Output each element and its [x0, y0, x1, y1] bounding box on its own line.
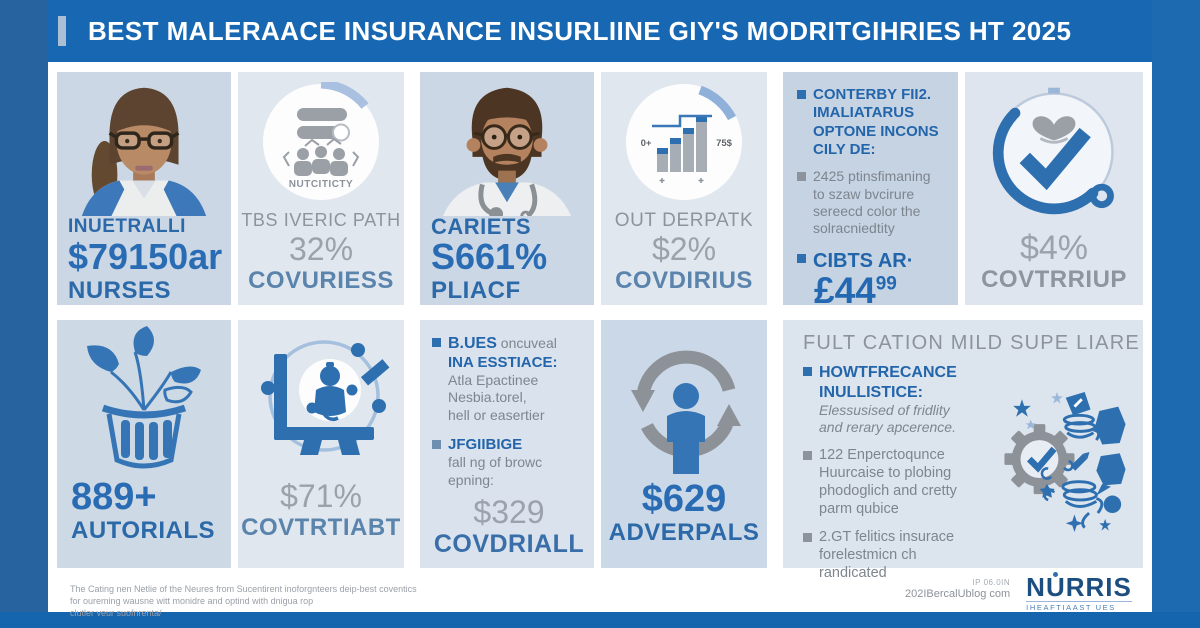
footer-fineprint: IP 06.0IN — [972, 578, 1011, 587]
card-sublabel: COVTRRIUP — [981, 266, 1127, 293]
card-label: TBS IVERIC PATH — [241, 210, 401, 230]
right-border — [1152, 0, 1200, 628]
bullet-strong: JFGIIBIGE — [448, 435, 523, 453]
bullet-title: CONTERBY FII2. IMALIATARUS OPTONE INCONS… — [813, 86, 939, 158]
nurse-illustration — [81, 87, 207, 216]
bullet-text: 122 Enperctoqunce Huurcaise to plobing p… — [819, 446, 957, 517]
card-label: OUT DERPATK — [614, 210, 754, 231]
logo-subtext: IHEAFTIAAST UES — [1026, 601, 1132, 612]
footer-credits: IP 06.0IN 202IBercalUblog com NURRIS IHE… — [905, 572, 1132, 612]
card-blues: B.UES oncuveal INA ESSTIACE: Atla Epacti… — [420, 320, 594, 568]
gear-check-cluster-icon — [1004, 391, 1126, 533]
title-bar: BEST MALERAACE INSURANCE INSURLIINE GIY'… — [48, 0, 1152, 62]
bullet-item: HOWTFRECANCE INULLISTICE: Elessusised of… — [803, 363, 999, 437]
price-cents: 99 — [875, 273, 897, 295]
bullet-marker-icon — [797, 90, 806, 99]
bullet-item: B.UES oncuveal INA ESSTIACE: Atla Epacti… — [432, 334, 557, 424]
bullet-marker-icon — [803, 532, 812, 542]
bullet-marker-icon — [803, 450, 812, 460]
bullet-normal: oncuveal — [496, 335, 557, 351]
title-accent-bar — [58, 16, 66, 46]
brand-logo: NURRIS IHEAFTIAAST UES — [1026, 572, 1132, 612]
card-value: $4% — [1019, 229, 1089, 267]
bullet-item: CIBTS AR· — [797, 250, 913, 272]
card-value: $2% — [651, 231, 717, 267]
bullet-marker-icon — [797, 172, 806, 182]
bullet-item: CONTERBY FII2. IMALIATARUS OPTONE INCONS… — [797, 86, 939, 159]
footer-disclaimer: The Cating nen Netlie of the Neures from… — [70, 584, 417, 619]
card-out-derpatk: 0+ 75$ OUT DERPATK $2% COVDIRIUS — [601, 72, 767, 305]
card-adverpals: $629 ADVERPALS — [601, 320, 767, 568]
bullet-title: HOWTFRECANCE INULLISTICE: — [819, 364, 957, 401]
card-value: $71% — [280, 478, 362, 514]
card-label: CARIETS — [431, 214, 532, 239]
card-conterby: CONTERBY FII2. IMALIATARUS OPTONE INCONS… — [783, 72, 958, 309]
bullet-item: 122 Enperctoqunce Huurcaise to plobing p… — [803, 447, 999, 519]
card-sublabel: COVDIRIUS — [615, 267, 753, 294]
card-tbs-iveric: NUTCITICTY TBS IVERIC PATH 32% COVURIESS — [238, 72, 404, 305]
chart-min-label: 0+ — [641, 138, 652, 149]
person-cycle-arrows-icon — [631, 350, 741, 474]
bullet-title: CIBTS AR· — [813, 249, 914, 272]
footer-website: 202IBercalUblog com — [905, 588, 1011, 600]
logo-text: NURRIS — [1026, 572, 1132, 602]
chart-max-label: 75$ — [716, 138, 733, 149]
card-covtrriup: $4% COVTRRIUP — [965, 72, 1143, 305]
bullet-marker-icon — [432, 439, 441, 449]
bar-chart-icon: 0+ 75$ — [626, 84, 742, 200]
price-main: £44 — [814, 269, 876, 311]
bullet-marker-icon — [803, 367, 812, 376]
card-nurses: INUETRALLI $79150ar NURSES — [57, 72, 231, 305]
card-sublabel: AUTORIALS — [71, 517, 216, 544]
card-sublabel: PLIACF — [431, 277, 521, 304]
logo-dot-icon — [1053, 572, 1059, 577]
bottom-border — [0, 612, 1200, 628]
card-covtrtiabt: $71% COVTRTIABT — [238, 320, 404, 568]
bullet-marker-icon — [432, 338, 441, 347]
bullet-text: fall ng of browc epning: — [448, 454, 543, 488]
card-value: 32% — [288, 231, 354, 267]
card-cariets: CARIETS S661% PLIACF — [420, 72, 594, 305]
bullet-strong: B.UES — [448, 335, 497, 352]
card-value: 889+ — [71, 476, 157, 518]
bullet-text: Atla Epactinee Nesbia.torel, hell or eas… — [448, 371, 545, 423]
card-value: S661% — [431, 236, 548, 277]
price-value: £4499 — [797, 272, 897, 309]
icon-caption: NUTCITICTY — [289, 179, 353, 190]
doctor-illustration — [442, 87, 572, 216]
card-value: $629 — [641, 478, 727, 520]
people-network-icon: NUTCITICTY — [263, 82, 379, 200]
bullet-text: Elessusised of fridlity and rerary apcer… — [819, 402, 956, 436]
card-sublabel: NURSES — [68, 277, 172, 304]
card-sublabel: COVURIESS — [248, 267, 394, 294]
plant-pot-icon — [87, 326, 201, 469]
bullet-text: 2.GT felitics insurace forelestmicn ch r… — [819, 528, 955, 581]
card-autorials: 889+ AUTORIALS — [57, 320, 231, 568]
card-fultcation: FULT CATION MILD SUPE LIARE HOWTFRECANCE… — [783, 320, 1143, 581]
bullet-item: 2.GT felitics insurace forelestmicn ch r… — [803, 529, 999, 583]
page-title: BEST MALERAACE INSURANCE INSURLIINE GIY'… — [88, 15, 1072, 46]
bullet-text: 2425 ptinsfimaning to szaw bvcirure sere… — [813, 168, 931, 237]
card-sublabel: ADVERPALS — [608, 519, 760, 546]
panel-heading: FULT CATION MILD SUPE LIARE — [803, 332, 1140, 354]
card-sublabel: COVTRTIABT — [241, 514, 401, 541]
monitor-person-icon — [261, 340, 390, 455]
card-value: $79150ar — [68, 236, 223, 277]
check-heart-icon — [992, 87, 1114, 215]
bullet-item: 2425 ptinsfimaning to szaw bvcirure sere… — [797, 168, 931, 237]
card-sublabel: COVDRIALL — [433, 530, 585, 558]
bullet-marker-icon — [797, 253, 806, 263]
left-border — [0, 0, 48, 628]
card-value: $329 — [473, 494, 545, 530]
bullet-item: JFGIIBIGE fall ng of browc epning: — [432, 436, 542, 489]
card-label: INUETRALLI — [68, 216, 186, 237]
bullet-strong2: INA ESSTIACE: — [448, 353, 558, 371]
